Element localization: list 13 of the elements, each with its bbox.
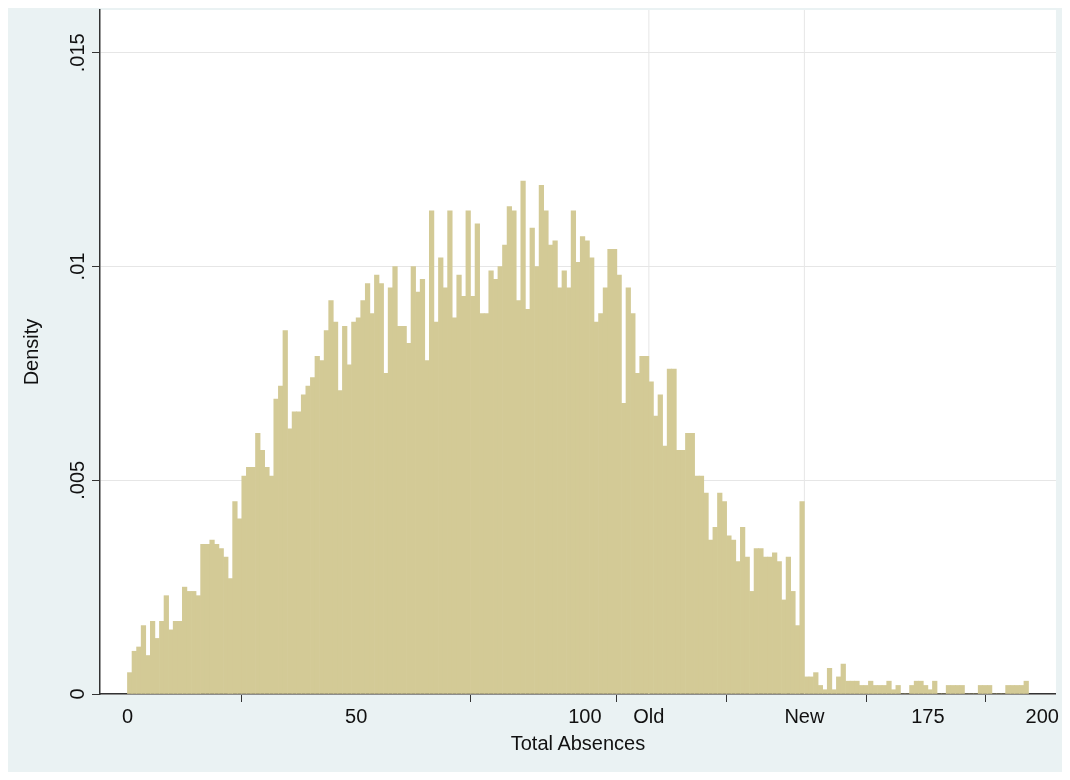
x-tick-label: 50 xyxy=(345,704,368,727)
x-tick-label: Old xyxy=(633,704,665,727)
y-axis-title: Density xyxy=(19,318,42,386)
x-axis-title: Total Absences xyxy=(510,731,646,754)
y-tick-label: 0 xyxy=(65,688,88,700)
y-tick-label: .005 xyxy=(65,460,88,500)
y-tick-label: .015 xyxy=(65,33,88,73)
x-tick-label: 100 xyxy=(568,704,602,727)
x-tick-label: 200 xyxy=(1025,704,1059,727)
x-tick-label: 175 xyxy=(911,704,945,727)
x-tick-label: New xyxy=(784,704,825,727)
x-tick-label: 0 xyxy=(121,704,134,727)
y-tick-label: .01 xyxy=(65,252,88,281)
